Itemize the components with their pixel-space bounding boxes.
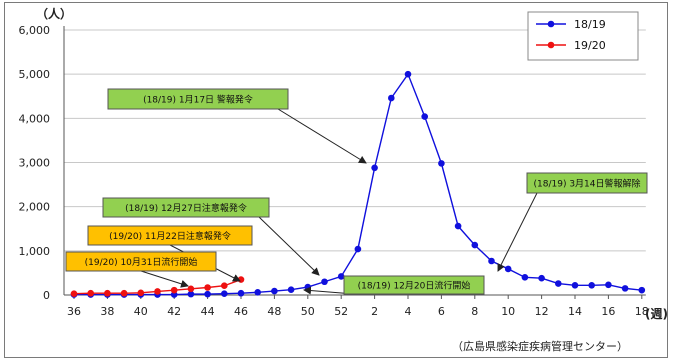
data-point <box>287 286 295 294</box>
data-point <box>337 273 345 280</box>
data-point <box>638 286 646 294</box>
annotation-label: (18/19) 12月27日注意報発令 <box>125 202 247 214</box>
data-point <box>471 241 479 249</box>
data-point <box>438 160 445 167</box>
series-layer <box>70 70 646 298</box>
data-point <box>204 284 211 291</box>
data-point <box>404 70 412 78</box>
legend-swatch-marker <box>547 20 555 28</box>
data-point <box>87 289 94 297</box>
x-tick-label: 6 <box>438 305 445 318</box>
annotation-label: (19/20) 11月22日注意報発令 <box>109 230 231 242</box>
data-point <box>321 278 328 286</box>
x-tick-label: 40 <box>134 305 148 318</box>
x-tick-label: 4 <box>405 305 412 318</box>
data-point <box>354 245 362 253</box>
data-point <box>521 274 529 281</box>
y-tick-label: 6,000 <box>19 24 51 37</box>
data-point <box>555 280 562 287</box>
annotation-arrow <box>497 192 538 272</box>
data-point <box>204 290 211 298</box>
x-tick-label: 50 <box>301 305 315 318</box>
data-point <box>170 286 178 294</box>
x-tick-label: 38 <box>100 305 114 318</box>
annotation-label: (19/20) 10月31日流行開始 <box>85 256 198 268</box>
y-tick-label: 4,000 <box>19 112 51 125</box>
data-point <box>605 281 612 289</box>
x-tick-label: 12 <box>535 305 549 318</box>
x-tick-label: 2 <box>371 305 378 318</box>
x-tick-label: 18 <box>635 305 649 318</box>
annotation-box <box>343 275 485 295</box>
data-point <box>254 289 261 296</box>
annotations: (18/19) 1月17日 警報発令 (18/19) 3月14日警報解除 (18/1… <box>65 88 648 295</box>
legend: 18/19 19/20 <box>527 11 639 61</box>
y-tick-label: 1,000 <box>19 245 51 258</box>
x-tick-label: 52 <box>334 305 348 318</box>
x-tick-label: 8 <box>471 305 478 318</box>
y-tick-label: 5,000 <box>19 68 51 81</box>
annotation-box <box>526 172 648 194</box>
x-tick-label: 42 <box>167 305 181 318</box>
legend-box <box>527 11 639 61</box>
source-label: （広島県感染症疾病管理センター） <box>452 339 628 353</box>
x-axis-unit-label: (週) <box>645 306 668 321</box>
legend-label: 18/19 <box>574 18 606 31</box>
x-tick-label: 44 <box>201 305 215 318</box>
y-tick-label: 3,000 <box>19 157 51 170</box>
y-tick-label: 0 <box>43 289 50 302</box>
data-point <box>304 283 312 291</box>
annotation-label: (18/19) 1月17日 警報発令 <box>143 94 253 106</box>
annotation-box <box>65 251 217 272</box>
x-tick-label: 10 <box>501 305 515 318</box>
data-point <box>221 290 228 297</box>
data-point <box>154 288 161 295</box>
data-point <box>571 281 579 289</box>
x-tick-label: 16 <box>601 305 615 318</box>
grid-lines <box>64 29 646 252</box>
data-point <box>137 289 145 297</box>
data-point <box>187 285 195 293</box>
data-point <box>237 276 245 283</box>
data-point <box>120 289 128 297</box>
legend-swatch-marker <box>547 41 555 49</box>
annotation-label: (18/19) 12月20日流行開始 <box>358 280 471 292</box>
data-point <box>588 281 595 289</box>
data-point <box>187 290 195 298</box>
annotation-label: (18/19) 3月14日警報解除 <box>534 178 641 190</box>
annotation-box <box>102 197 270 218</box>
x-tick-label: 14 <box>568 305 582 318</box>
y-tick-label: 2,000 <box>19 201 51 214</box>
annotation-arrow <box>258 216 320 276</box>
annotation-box <box>107 88 289 110</box>
data-point <box>504 265 512 273</box>
data-point <box>104 289 111 297</box>
annotation-arrow <box>277 108 367 164</box>
x-tick-label: 46 <box>234 305 248 318</box>
data-point <box>621 285 629 292</box>
annotation-arrow <box>140 270 189 288</box>
y-axis-unit-label: （人） <box>36 6 72 21</box>
data-point <box>70 290 78 297</box>
data-point <box>237 289 245 297</box>
data-point <box>371 164 378 172</box>
data-point <box>538 274 545 282</box>
annotation-box <box>87 225 253 246</box>
legend-label: 19/20 <box>574 39 606 52</box>
data-point <box>271 287 278 295</box>
data-point <box>488 257 495 265</box>
data-point <box>454 222 462 230</box>
data-point <box>221 282 228 290</box>
x-tick-label: 48 <box>267 305 281 318</box>
data-point <box>388 94 395 102</box>
data-point <box>421 113 429 120</box>
x-tick-label: 36 <box>67 305 81 318</box>
